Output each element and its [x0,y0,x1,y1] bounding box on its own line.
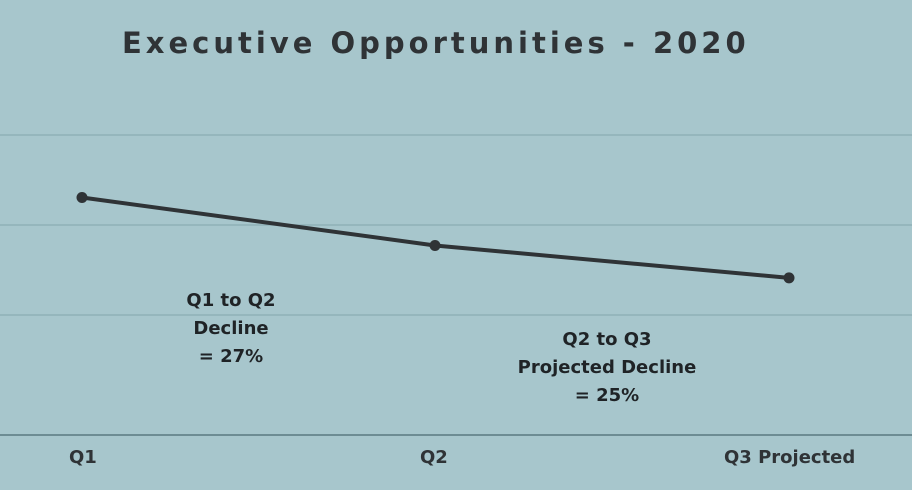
annotation-q2-q3-line-2: Projected Decline [517,357,697,378]
x-tick-label-q1: Q1 [69,447,97,468]
annotation-q2-q3: Q2 to Q3 Projected Decline = 25% [497,326,717,410]
annotation-q2-q3-line-1: Q2 to Q3 [562,329,652,350]
x-tick-label-q2: Q2 [420,447,448,468]
data-point-q2 [429,239,441,251]
series-line [80,195,791,280]
chart-title: Executive Opportunities - 2020 [122,26,750,60]
annotation-q1-q2-line-2: Decline [193,318,269,339]
annotation-q1-q2-line-1: Q1 to Q2 [186,290,276,311]
x-tick-label-q3-projected: Q3 Projected [724,447,856,468]
annotation-q2-q3-line-3: = 25% [574,385,640,406]
data-point-q1 [76,191,88,203]
annotation-q1-q2: Q1 to Q2 Decline = 27% [166,287,296,371]
data-point-q3-projected [783,272,795,284]
annotation-q1-q2-line-3: = 27% [198,346,264,367]
